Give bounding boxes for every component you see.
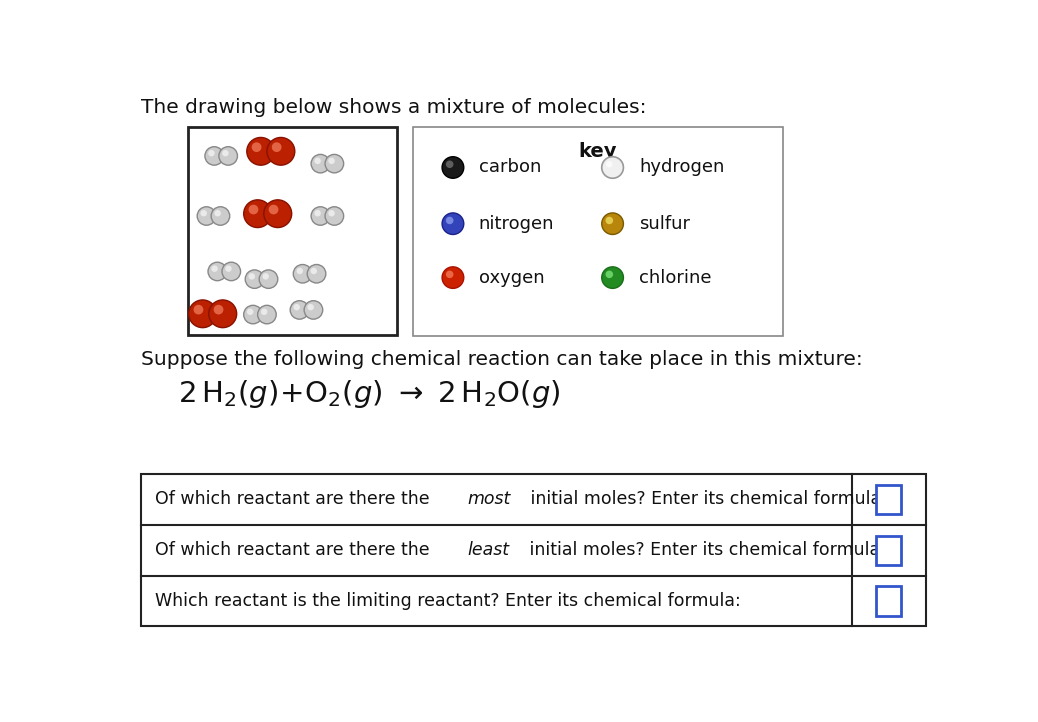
Circle shape: [211, 206, 229, 225]
Circle shape: [215, 210, 221, 217]
Circle shape: [310, 268, 317, 274]
Circle shape: [212, 266, 218, 272]
Text: least: least: [467, 542, 510, 559]
Text: nitrogen: nitrogen: [479, 214, 554, 232]
Text: Of which reactant are there the: Of which reactant are there the: [156, 542, 436, 559]
Circle shape: [605, 217, 613, 225]
Circle shape: [208, 262, 226, 281]
Text: hydrogen: hydrogen: [639, 159, 725, 176]
Circle shape: [197, 206, 216, 225]
Text: initial moles? Enter its chemical formula:: initial moles? Enter its chemical formul…: [525, 490, 887, 508]
Circle shape: [244, 200, 272, 227]
Circle shape: [267, 137, 295, 165]
Circle shape: [315, 157, 321, 164]
Circle shape: [261, 308, 268, 315]
Text: Of which reactant are there the: Of which reactant are there the: [156, 490, 436, 508]
Text: oxygen: oxygen: [479, 269, 544, 287]
Circle shape: [446, 271, 454, 278]
Circle shape: [189, 300, 217, 328]
Text: key: key: [578, 142, 618, 161]
Circle shape: [602, 213, 624, 235]
Circle shape: [442, 267, 464, 288]
Circle shape: [260, 270, 278, 288]
Text: $2\,\mathsf{H}_2\mathit{(g)}\!+\!\mathsf{O}_2\mathit{(g)}\ \rightarrow\ 2\,\math: $2\,\mathsf{H}_2\mathit{(g)}\!+\!\mathsf…: [177, 378, 561, 409]
Circle shape: [248, 204, 258, 214]
FancyBboxPatch shape: [141, 474, 926, 627]
Circle shape: [264, 200, 292, 227]
Circle shape: [606, 161, 612, 168]
Circle shape: [269, 204, 278, 214]
FancyBboxPatch shape: [876, 586, 901, 616]
Text: sulfur: sulfur: [639, 214, 690, 232]
Circle shape: [446, 217, 454, 225]
Circle shape: [602, 157, 624, 178]
Circle shape: [291, 300, 308, 319]
Circle shape: [222, 150, 228, 157]
Circle shape: [214, 305, 223, 315]
Text: carbon: carbon: [479, 159, 541, 176]
FancyBboxPatch shape: [188, 126, 398, 334]
Circle shape: [315, 210, 321, 217]
FancyBboxPatch shape: [413, 126, 783, 336]
Circle shape: [263, 273, 269, 279]
Circle shape: [257, 305, 276, 323]
Circle shape: [248, 273, 255, 279]
Circle shape: [442, 213, 464, 235]
Circle shape: [307, 264, 326, 283]
Circle shape: [605, 271, 613, 278]
Circle shape: [245, 270, 264, 288]
Circle shape: [222, 262, 241, 281]
Circle shape: [328, 157, 335, 164]
Circle shape: [209, 150, 215, 157]
Circle shape: [446, 160, 454, 168]
Circle shape: [247, 137, 275, 165]
Text: The drawing below shows a mixture of molecules:: The drawing below shows a mixture of mol…: [141, 98, 647, 117]
Circle shape: [328, 210, 335, 217]
Circle shape: [304, 300, 323, 319]
Text: chlorine: chlorine: [639, 269, 711, 287]
Circle shape: [209, 300, 237, 328]
Circle shape: [244, 305, 263, 323]
Text: initial moles? Enter its chemical formula:: initial moles? Enter its chemical formul…: [524, 542, 886, 559]
Circle shape: [247, 308, 253, 315]
Circle shape: [311, 155, 330, 173]
Circle shape: [307, 304, 313, 310]
Circle shape: [297, 268, 303, 274]
Circle shape: [602, 267, 624, 288]
Circle shape: [442, 157, 464, 178]
Circle shape: [200, 210, 207, 217]
Circle shape: [294, 264, 311, 283]
Circle shape: [204, 147, 223, 165]
Circle shape: [294, 304, 300, 310]
Circle shape: [193, 305, 203, 315]
Text: most: most: [467, 490, 511, 508]
FancyBboxPatch shape: [876, 484, 901, 514]
Circle shape: [325, 206, 344, 225]
Circle shape: [219, 147, 238, 165]
Circle shape: [251, 142, 262, 152]
Circle shape: [272, 142, 281, 152]
Circle shape: [311, 206, 330, 225]
Circle shape: [225, 266, 231, 272]
Text: Which reactant is the limiting reactant? Enter its chemical formula:: Which reactant is the limiting reactant?…: [156, 592, 741, 610]
FancyBboxPatch shape: [876, 536, 901, 565]
Text: Suppose the following chemical reaction can take place in this mixture:: Suppose the following chemical reaction …: [141, 350, 864, 369]
Circle shape: [325, 155, 344, 173]
